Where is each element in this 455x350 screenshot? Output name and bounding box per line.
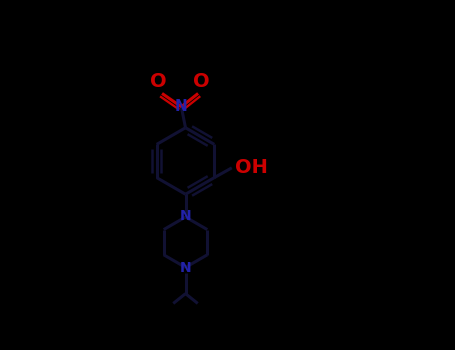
Text: N: N [180,209,191,223]
Text: N: N [180,261,191,275]
Text: OH: OH [235,158,268,177]
Text: N: N [175,99,187,113]
Text: O: O [150,72,167,91]
Text: O: O [193,72,210,91]
